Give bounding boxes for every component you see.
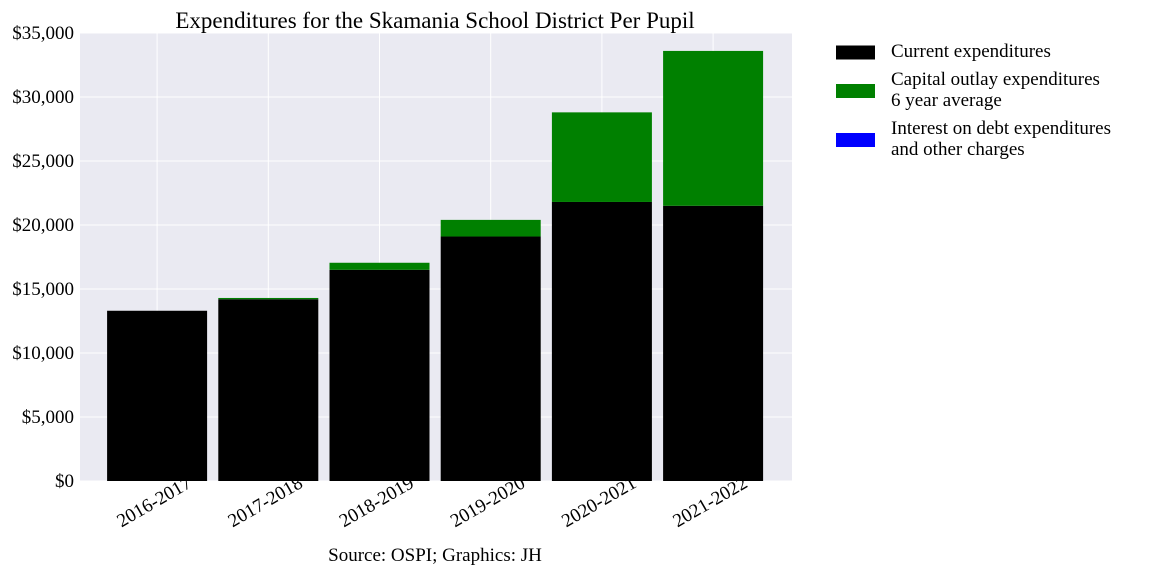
source-caption: Source: OSPI; Graphics: JH xyxy=(328,545,542,566)
bar-segment-s0 xyxy=(551,201,652,481)
y-tick-label: $35,000 xyxy=(12,23,74,44)
legend-label-s1: 6 year average xyxy=(891,90,1002,111)
legend-swatch-s2 xyxy=(836,133,875,147)
bar-segment-s0 xyxy=(329,269,430,481)
legend-label-s2: Interest on debt expenditures xyxy=(891,118,1111,139)
y-tick-label: $30,000 xyxy=(12,87,74,108)
bar-segment-s0 xyxy=(218,299,319,481)
y-tick-label: $5,000 xyxy=(22,407,74,428)
legend-label-s2: and other charges xyxy=(891,139,1025,160)
bars xyxy=(107,50,764,482)
chart-title: Expenditures for the Skamania School Dis… xyxy=(175,8,694,33)
bar-segment-s1 xyxy=(663,50,764,206)
bar-segment-s0 xyxy=(440,236,541,481)
y-tick-label: $0 xyxy=(55,471,74,492)
legend-label-s1: Capital outlay expenditures xyxy=(891,69,1100,90)
y-tick-label: $20,000 xyxy=(12,215,74,236)
legend: Current expenditures Capital outlay expen… xyxy=(836,41,1111,160)
bar-segment-s0 xyxy=(107,310,208,481)
y-tick-label: $10,000 xyxy=(12,343,74,364)
bar-segment-s1 xyxy=(440,219,541,237)
legend-swatch-s1 xyxy=(836,84,875,98)
bar-segment-s0 xyxy=(663,205,764,482)
legend-swatch-s0 xyxy=(836,45,875,60)
legend-label-s0: Current expenditures xyxy=(891,41,1051,62)
bar-segment-s1 xyxy=(218,297,319,300)
y-tick-label: $25,000 xyxy=(12,151,74,172)
y-tick-label: $15,000 xyxy=(12,279,74,300)
y-axis-ticks: $0 $5,000 $10,000 $15,000 $20,000 $25,000 $30,… xyxy=(12,23,74,492)
bar-segment-s1 xyxy=(551,112,652,202)
bar-segment-s1 xyxy=(329,262,430,270)
